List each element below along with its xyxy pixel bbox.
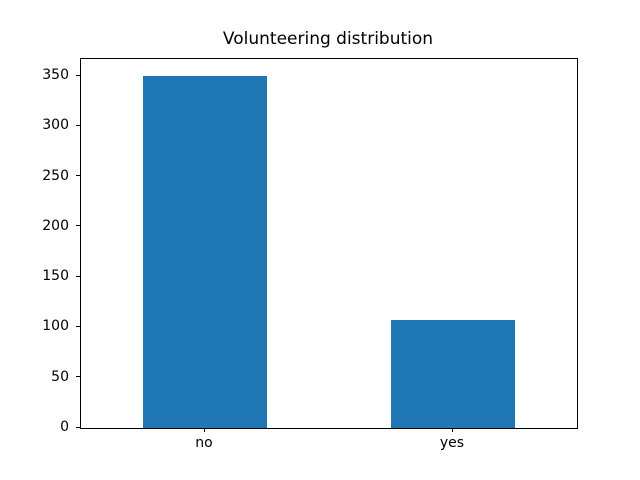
y-tick-label: 150 (42, 268, 69, 285)
y-tick-mark (76, 426, 80, 428)
y-tick-mark (76, 376, 80, 378)
y-tick-label: 350 (42, 67, 69, 84)
bar-no (143, 76, 267, 428)
y-tick-label: 100 (42, 318, 69, 335)
y-tick-mark (76, 275, 80, 277)
y-tick-label: 50 (51, 368, 69, 385)
x-tick-label: yes (439, 435, 465, 451)
y-tick-label: 300 (42, 117, 69, 134)
y-tick-label: 0 (60, 419, 69, 435)
bar-yes (391, 320, 515, 428)
x-tick-mark (203, 428, 205, 432)
x-tick-mark (451, 428, 453, 432)
plot-area (80, 57, 578, 429)
y-tick-label: 250 (42, 167, 69, 184)
y-tick-mark (76, 74, 80, 76)
y-tick-mark (76, 225, 80, 227)
y-tick-mark (76, 175, 80, 177)
y-tick-mark (76, 325, 80, 327)
y-tick-label: 200 (42, 217, 69, 234)
chart-title: Volunteering distribution (222, 29, 434, 49)
x-tick-label: no (195, 435, 213, 451)
y-tick-mark (76, 124, 80, 126)
